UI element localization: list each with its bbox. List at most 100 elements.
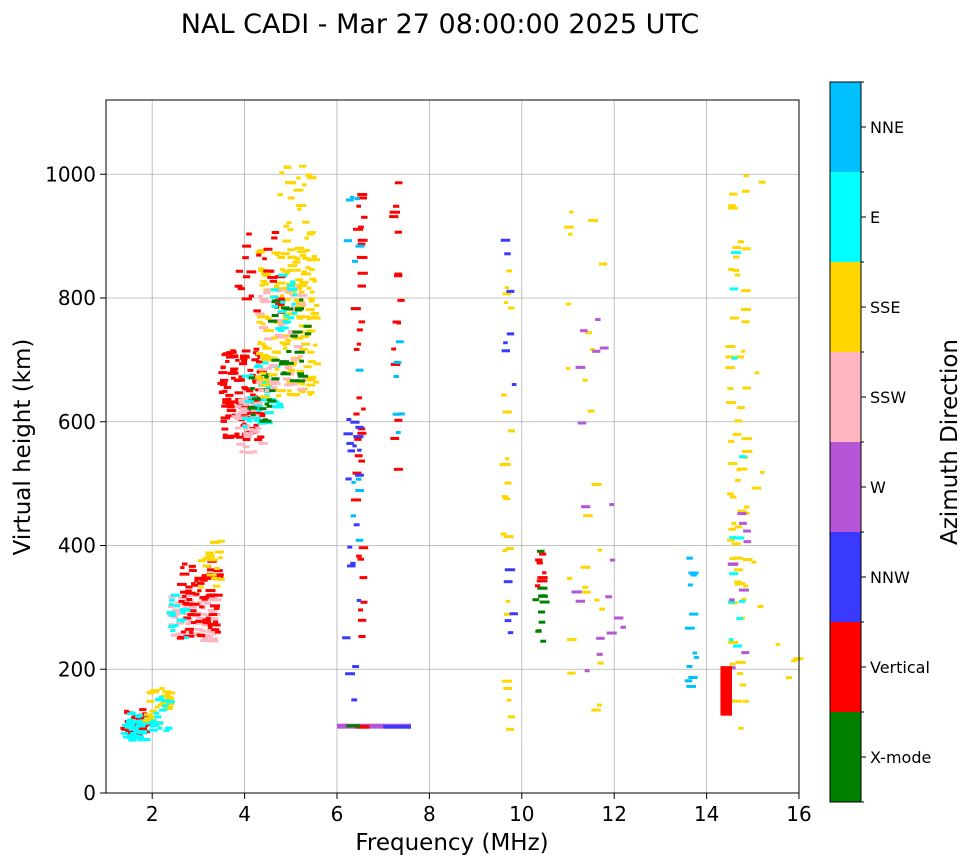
echo-point <box>356 396 363 400</box>
echo-point <box>165 726 173 730</box>
echo-point <box>127 718 134 722</box>
echo-point <box>393 360 402 364</box>
echo-point <box>741 320 750 324</box>
echo-point <box>214 575 224 579</box>
echo-point <box>734 525 743 529</box>
echo-point <box>597 548 603 552</box>
echo-point <box>313 362 322 366</box>
echo-point <box>168 624 176 628</box>
y-axis-label: Virtual height (km) <box>10 339 36 556</box>
echo-point <box>133 730 144 734</box>
echo-point <box>786 676 793 680</box>
echo-point <box>297 354 304 358</box>
echo-point <box>504 619 512 623</box>
echo-point <box>504 252 511 256</box>
echo-point <box>154 715 162 719</box>
echo-point <box>758 180 766 184</box>
colorbar-tick-label: W <box>870 478 886 497</box>
echo-point <box>501 495 508 499</box>
echo-band <box>337 723 411 729</box>
echo-point <box>167 604 175 608</box>
echo-point <box>276 351 281 355</box>
echo-point <box>259 383 269 387</box>
y-tick-label: 800 <box>58 286 96 310</box>
echo-point <box>216 577 225 581</box>
echo-point <box>262 257 267 261</box>
chart-title: NAL CADI - Mar 27 08:00:00 2025 UTC <box>181 9 699 40</box>
echo-point <box>270 295 279 299</box>
echo-point <box>742 699 749 703</box>
echo-point <box>161 704 169 708</box>
echo-point <box>251 411 261 415</box>
echo-point <box>168 603 174 607</box>
echo-point <box>242 256 249 260</box>
echo-point <box>220 365 226 369</box>
echo-point <box>259 283 265 287</box>
echo-point <box>155 697 164 701</box>
echo-point <box>501 393 507 397</box>
echo-point <box>250 393 256 397</box>
colorbar-tick-label: SSE <box>870 298 900 317</box>
echo-point <box>282 317 291 321</box>
echo-point <box>183 608 191 612</box>
echo-point <box>255 312 265 316</box>
echo-point <box>282 377 292 381</box>
echo-point <box>265 385 272 389</box>
echo-point <box>686 556 693 560</box>
echo-point <box>568 232 573 236</box>
grid-lines <box>106 100 800 794</box>
echo-point <box>241 408 249 412</box>
echo-point <box>281 269 291 273</box>
echo-point <box>128 734 139 738</box>
echo-point <box>215 630 221 634</box>
echo-point <box>355 473 364 477</box>
echo-point <box>263 329 274 333</box>
echo-point <box>205 589 216 593</box>
echo-point <box>358 608 364 612</box>
echo-point <box>237 411 248 415</box>
echo-point <box>199 595 210 599</box>
echo-point <box>189 632 200 636</box>
echo-point <box>197 559 206 563</box>
echo-point <box>271 236 278 240</box>
echo-point <box>730 495 737 499</box>
echo-point <box>214 550 224 554</box>
echo-point <box>398 412 405 416</box>
echo-point <box>242 244 252 248</box>
echo-point <box>393 274 403 278</box>
echo-point <box>148 728 158 732</box>
echo-point <box>221 427 229 431</box>
echo-point <box>355 538 364 542</box>
colorbar-segment <box>830 442 861 532</box>
echo-point <box>148 715 158 719</box>
echo-point <box>202 599 209 603</box>
echo-point <box>262 361 269 365</box>
echo-point <box>205 551 214 555</box>
echo-point <box>169 613 177 617</box>
echo-point <box>350 195 355 199</box>
echo-point <box>137 719 145 723</box>
y-tick-label: 400 <box>58 534 96 558</box>
echo-point <box>276 394 282 398</box>
echo-point <box>308 299 315 303</box>
echo-point <box>254 438 263 442</box>
echo-point <box>590 348 595 352</box>
echo-point <box>136 727 144 731</box>
echo-point <box>172 612 181 616</box>
echo-point <box>218 556 223 560</box>
echo-point <box>251 397 262 401</box>
echo-point <box>504 568 516 572</box>
echo-point <box>234 405 240 409</box>
echo-point <box>743 505 750 509</box>
echo-point <box>239 354 249 358</box>
echo-point <box>283 165 292 169</box>
echo-point <box>139 708 147 712</box>
echo-point <box>189 630 194 634</box>
echo-point <box>357 427 366 431</box>
echo-point <box>196 581 205 585</box>
echo-point <box>255 375 262 379</box>
echo-point <box>271 314 279 318</box>
echo-point <box>286 363 296 367</box>
echo-point <box>394 272 403 276</box>
echo-point <box>580 565 591 569</box>
